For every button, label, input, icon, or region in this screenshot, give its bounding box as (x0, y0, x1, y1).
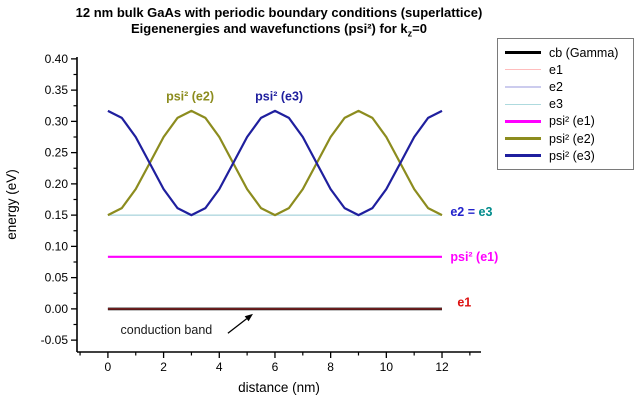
chart-title-line2-post: =0 (412, 21, 427, 36)
legend-item-psi2-e2: psi² (e2) (505, 130, 629, 147)
legend-box: cb (Gamma) e1 e2 e3 psi² (e1) psi² (e2) … (497, 38, 634, 171)
legend-label: psi² (e1) (549, 114, 595, 129)
legend-item-e2: e2 (505, 78, 629, 95)
annotation-e2-e3: e2 = e3 (450, 205, 492, 219)
legend-label: e3 (549, 97, 563, 112)
y-tick-label: 0.15 (45, 208, 69, 222)
conduction-band-arrow (227, 318, 248, 334)
annotation-psi-e2-: psi² (e2) (166, 89, 214, 103)
series-psi-e2- (107, 109, 443, 217)
x-tick-label: 8 (327, 360, 334, 374)
series-psi-e3- (107, 109, 443, 217)
y-tick-label: -0.05 (41, 333, 69, 347)
x-tick-label: 6 (272, 360, 279, 374)
legend-line-sample (505, 103, 541, 105)
legend-line-sample (505, 120, 541, 123)
chart-title-line2-pre: Eigenenergies and wavefunctions (psi²) f… (131, 21, 408, 36)
annotation-psi-e1-: psi² (e1) (450, 250, 498, 264)
legend-label: e2 (549, 79, 563, 94)
chart-title: 12 nm bulk GaAs with periodic boundary c… (0, 5, 558, 42)
x-tick-label: 12 (435, 360, 449, 374)
y-tick-label: 0.20 (45, 177, 69, 191)
legend-item-psi2-e1: psi² (e1) (505, 113, 629, 130)
legend-label: e1 (549, 62, 563, 77)
legend-label: psi² (e3) (549, 148, 595, 163)
legend-item-cb-gamma: cb (Gamma) (505, 44, 629, 61)
annotation-psi-e3-: psi² (e3) (255, 89, 303, 103)
legend-label: cb (Gamma) (549, 45, 619, 60)
x-axis-label: distance (nm) (238, 380, 320, 395)
chart-title-line1: 12 nm bulk GaAs with periodic boundary c… (75, 5, 483, 20)
legend-item-psi2-e3: psi² (e3) (505, 147, 629, 164)
y-tick-label: 0.35 (45, 83, 69, 97)
legend-line-sample (505, 154, 541, 158)
y-tick-label: 0.40 (45, 52, 69, 66)
y-tick-label: 0.05 (45, 271, 69, 285)
chart-title-line2: Eigenenergies and wavefunctions (psi²) f… (0, 21, 558, 42)
annotation-e1: e1 (457, 296, 471, 310)
y-tick-label: 0.00 (45, 302, 69, 316)
annotation-conduction-band: conduction band (121, 323, 213, 337)
x-tick-label: 4 (216, 360, 223, 374)
y-tick-label: 0.25 (45, 146, 69, 160)
y-tick-label: 0.30 (45, 114, 69, 128)
legend-item-e1: e1 (505, 61, 629, 78)
legend-line-sample (505, 51, 541, 54)
conduction-band-arrowhead (244, 313, 253, 322)
x-tick-label: 0 (105, 360, 112, 374)
y-axis-label: energy (eV) (4, 169, 19, 240)
legend-label: psi² (e2) (549, 131, 595, 146)
legend-line-sample (505, 69, 541, 71)
chart-title-kz-subscript: z (407, 28, 413, 39)
legend-item-e3: e3 (505, 96, 629, 113)
x-tick-label: 10 (380, 360, 394, 374)
x-tick-label: 2 (160, 360, 167, 374)
legend-line-sample (505, 137, 541, 140)
legend-line-sample (505, 86, 541, 88)
y-tick-label: 0.10 (45, 239, 69, 253)
